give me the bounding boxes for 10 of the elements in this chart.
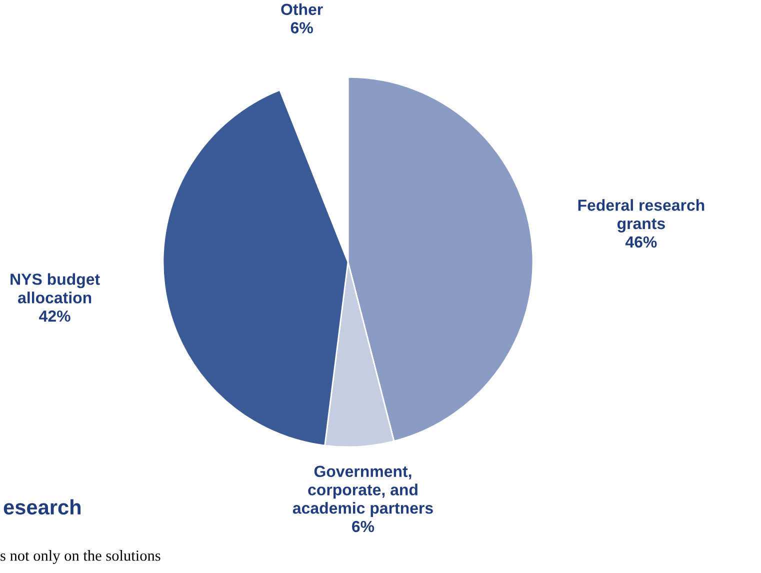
data-label: 42% [39,310,70,322]
slice-label: Government, corporate, and academic partners [292,466,433,517]
slice-label: Other [281,3,323,16]
text: esearch [4,499,81,515]
data-label: 6% [352,520,374,532]
text: s not only on the solutions [0,550,160,564]
data-label: 46% [625,236,657,248]
slice-label: NYS budget allocation [10,273,100,304]
slice-label: Federal research grants [578,199,704,232]
data-label: 6% [290,22,313,34]
